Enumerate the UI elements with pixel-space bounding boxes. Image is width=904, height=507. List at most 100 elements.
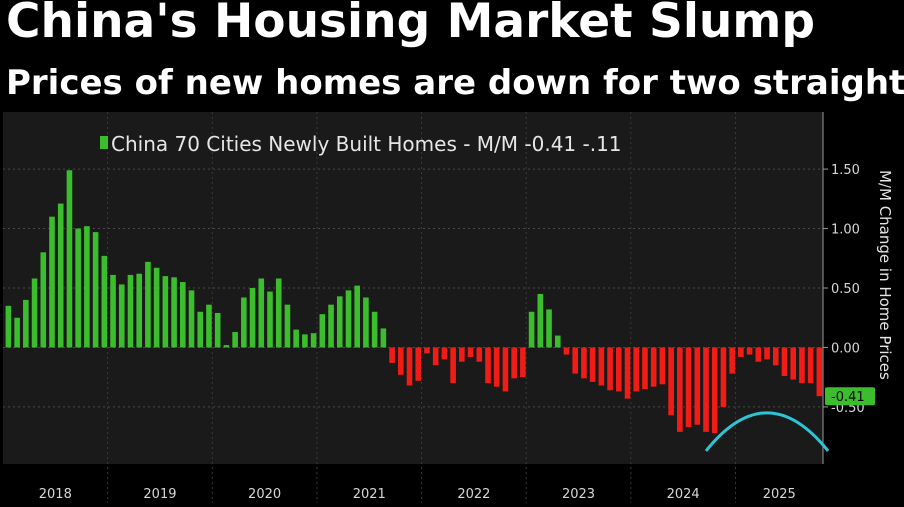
bar <box>249 288 256 348</box>
bar <box>5 305 12 348</box>
bar <box>476 347 483 362</box>
bar <box>145 261 151 348</box>
bar <box>459 347 465 362</box>
bar <box>764 347 770 360</box>
bar <box>720 347 727 407</box>
bar <box>415 347 422 381</box>
legend-swatch <box>100 136 108 149</box>
bar <box>241 297 247 348</box>
bar <box>572 347 578 374</box>
bar <box>537 293 544 348</box>
bar <box>371 311 378 348</box>
bar <box>319 314 326 348</box>
bar <box>389 347 395 363</box>
bar <box>650 347 657 387</box>
bar <box>677 347 683 432</box>
last-value-label: -0.41 <box>831 390 865 405</box>
x-tick-label: 2018 <box>39 487 72 502</box>
bar <box>685 347 692 428</box>
bar <box>49 216 55 348</box>
bar <box>180 282 186 348</box>
bar <box>432 347 439 366</box>
bar <box>616 347 622 392</box>
x-tick-label: 2019 <box>143 487 176 502</box>
bar <box>502 347 509 392</box>
bar <box>66 170 73 348</box>
bar <box>581 347 587 379</box>
bar <box>554 335 561 348</box>
bar <box>336 296 343 348</box>
bar <box>14 317 20 348</box>
bar <box>563 347 570 355</box>
bar <box>206 304 212 348</box>
bar <box>441 347 448 360</box>
x-tick-label: 2023 <box>562 487 595 502</box>
bar <box>738 347 744 357</box>
bar <box>171 277 177 348</box>
bar <box>302 334 308 348</box>
bar <box>790 347 796 380</box>
bar <box>668 347 674 416</box>
bar <box>642 347 648 390</box>
bar <box>284 304 291 348</box>
legend-label: China 70 Cities Newly Built Homes - M/M … <box>111 132 622 156</box>
annotation-arc <box>704 411 830 452</box>
last-value-badge-bg <box>825 387 875 406</box>
y-tick-label: 1.50 <box>831 163 860 178</box>
bar <box>424 347 430 354</box>
bar <box>406 347 413 386</box>
bar <box>275 278 282 348</box>
bar <box>92 232 99 348</box>
chart-title: China's Housing Market Slump <box>6 0 816 49</box>
bar <box>214 312 221 348</box>
legend: China 70 Cities Newly Built Homes - M/M … <box>100 132 622 156</box>
bar <box>223 345 230 348</box>
bar <box>23 299 29 348</box>
bar <box>310 333 317 348</box>
bar <box>345 290 352 348</box>
bar <box>363 297 369 348</box>
bar <box>162 276 169 348</box>
bar <box>807 347 814 384</box>
y-tick-label: 1.00 <box>831 223 860 238</box>
bar <box>101 255 108 348</box>
bar <box>607 347 613 391</box>
bar <box>328 304 334 348</box>
bar <box>398 347 404 375</box>
last-value-badge: -0.41 <box>825 387 875 406</box>
bar <box>118 284 125 348</box>
bar <box>755 347 762 362</box>
bar <box>520 347 526 378</box>
bar <box>703 347 709 432</box>
bar <box>633 347 640 392</box>
chart-subtitle: Prices of new homes are down for two str… <box>6 63 904 103</box>
bar <box>84 226 90 348</box>
x-tick-label: 2025 <box>763 487 796 502</box>
bar <box>485 347 491 384</box>
bar <box>694 347 701 425</box>
bar <box>354 285 360 348</box>
bar <box>598 347 605 386</box>
bar <box>799 347 805 384</box>
x-tick-label: 2021 <box>353 487 386 502</box>
bar <box>57 203 64 348</box>
y-axis-title: M/M Change in Home Prices <box>876 170 894 380</box>
bar <box>711 347 718 434</box>
bar <box>511 347 517 379</box>
bar <box>293 329 299 348</box>
x-tick-label: 2020 <box>248 487 281 502</box>
y-tick-label: 0.00 <box>831 341 860 356</box>
x-tick-label: 2024 <box>667 487 700 502</box>
bar <box>746 347 753 355</box>
bar <box>31 278 38 348</box>
bar <box>232 332 238 348</box>
bar <box>40 252 47 348</box>
bar <box>380 328 387 348</box>
bar <box>624 347 631 399</box>
bar <box>258 278 265 348</box>
bar <box>729 347 735 374</box>
bar <box>659 347 666 385</box>
y-tick-label: 0.50 <box>831 282 860 297</box>
